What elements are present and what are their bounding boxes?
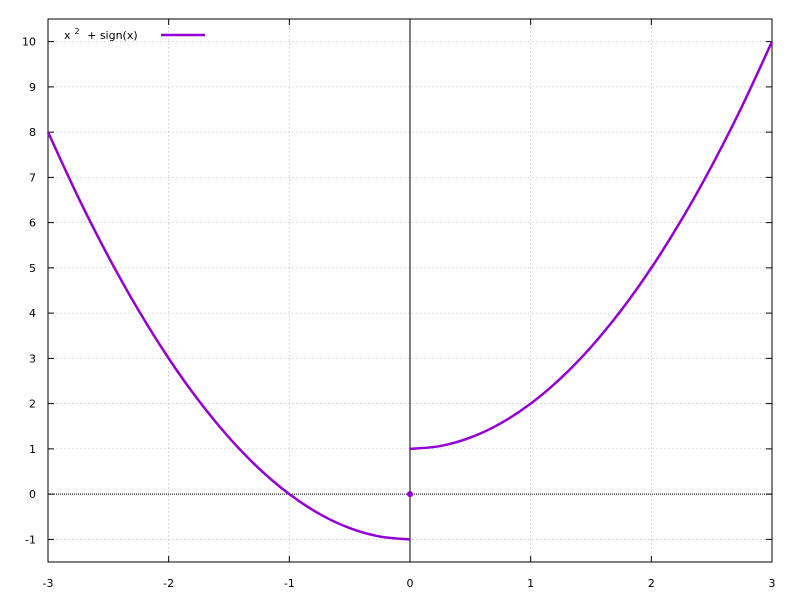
y-tick-label: 7 (29, 171, 36, 184)
y-tick-label: -1 (25, 533, 36, 546)
legend-label-sup: 2 (75, 27, 80, 36)
y-tick-label: 9 (29, 81, 36, 94)
y-tick-label: 10 (22, 36, 36, 49)
zero-axes (48, 19, 772, 562)
x-tick-label: -1 (284, 577, 295, 590)
x-tick-label: 2 (648, 577, 655, 590)
y-tick-label: 8 (29, 126, 36, 139)
y-tick-label: 0 (29, 488, 36, 501)
x-tick-label: 3 (769, 577, 776, 590)
y-tick-label: 5 (29, 262, 36, 275)
series-line-segment (46, 131, 411, 541)
x-tick-label: 0 (407, 577, 414, 590)
x-tick-label: -2 (163, 577, 174, 590)
series-line-segment (409, 41, 774, 451)
y-tick-label: 2 (29, 398, 36, 411)
y-tick-label: 6 (29, 217, 36, 230)
y-tick-label: 1 (29, 443, 36, 456)
axis-ticks (47, 19, 773, 562)
x-tick-label: 1 (527, 577, 534, 590)
y-tick-label: 3 (29, 352, 36, 365)
legend-label-rest: + sign(x) (84, 29, 138, 42)
series-point (407, 491, 413, 498)
series (46, 41, 774, 541)
x-tick-labels: -3 -2 -1 0 1 2 3 (43, 577, 776, 590)
y-tick-labels: -1 0 1 2 3 4 5 6 7 8 9 10 (22, 36, 36, 547)
legend-label-base: x (64, 29, 71, 42)
x-tick-label: -3 (43, 577, 54, 590)
y-tick-label: 4 (29, 307, 36, 320)
